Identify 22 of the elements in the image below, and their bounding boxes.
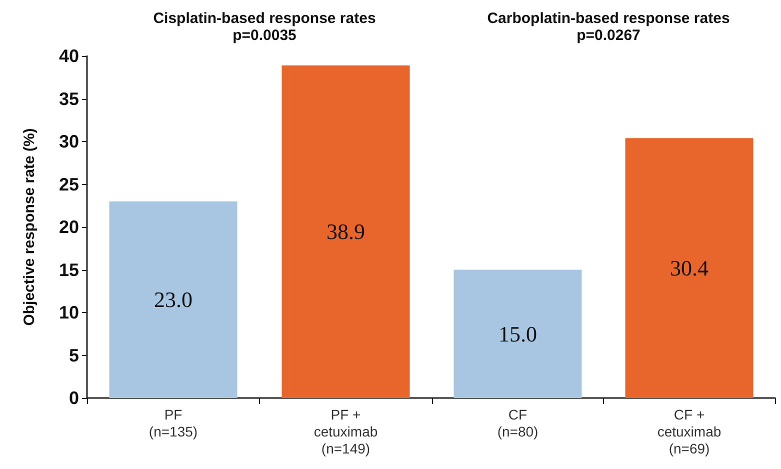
y-tick-label: 30	[58, 132, 79, 152]
chart-title: Carboplatin-based response rates	[487, 10, 730, 27]
y-tick-label: 0	[68, 388, 79, 408]
y-tick-label: 15	[58, 260, 79, 280]
y-tick-label: 35	[58, 88, 79, 109]
data-label: 23.0	[154, 287, 192, 312]
y-tick-label: 40	[58, 46, 79, 66]
data-label: 38.9	[326, 219, 365, 244]
x-tick-label: PF (n=135)	[148, 406, 198, 440]
chart-subtitle: p=0.0035	[232, 27, 296, 44]
data-label: 15.0	[498, 321, 537, 346]
x-tick-label: PF + cetuximab (n=149)	[314, 406, 378, 456]
x-tick-label: CF + cetuximab (n=69)	[657, 406, 722, 456]
y-tick-label: 20	[58, 217, 79, 237]
x-tick-label: CF (n=80)	[497, 406, 538, 440]
y-tick-label: 10	[58, 302, 79, 322]
data-label: 30.4	[670, 256, 708, 281]
y-tick-label: 25	[58, 174, 79, 194]
chart-title: Cisplatin-based response rates	[153, 10, 376, 27]
y-axis-title: Objective response rate (%)	[21, 128, 38, 326]
chart-subtitle: p=0.0267	[576, 27, 640, 44]
y-tick-label: 5	[68, 345, 79, 366]
